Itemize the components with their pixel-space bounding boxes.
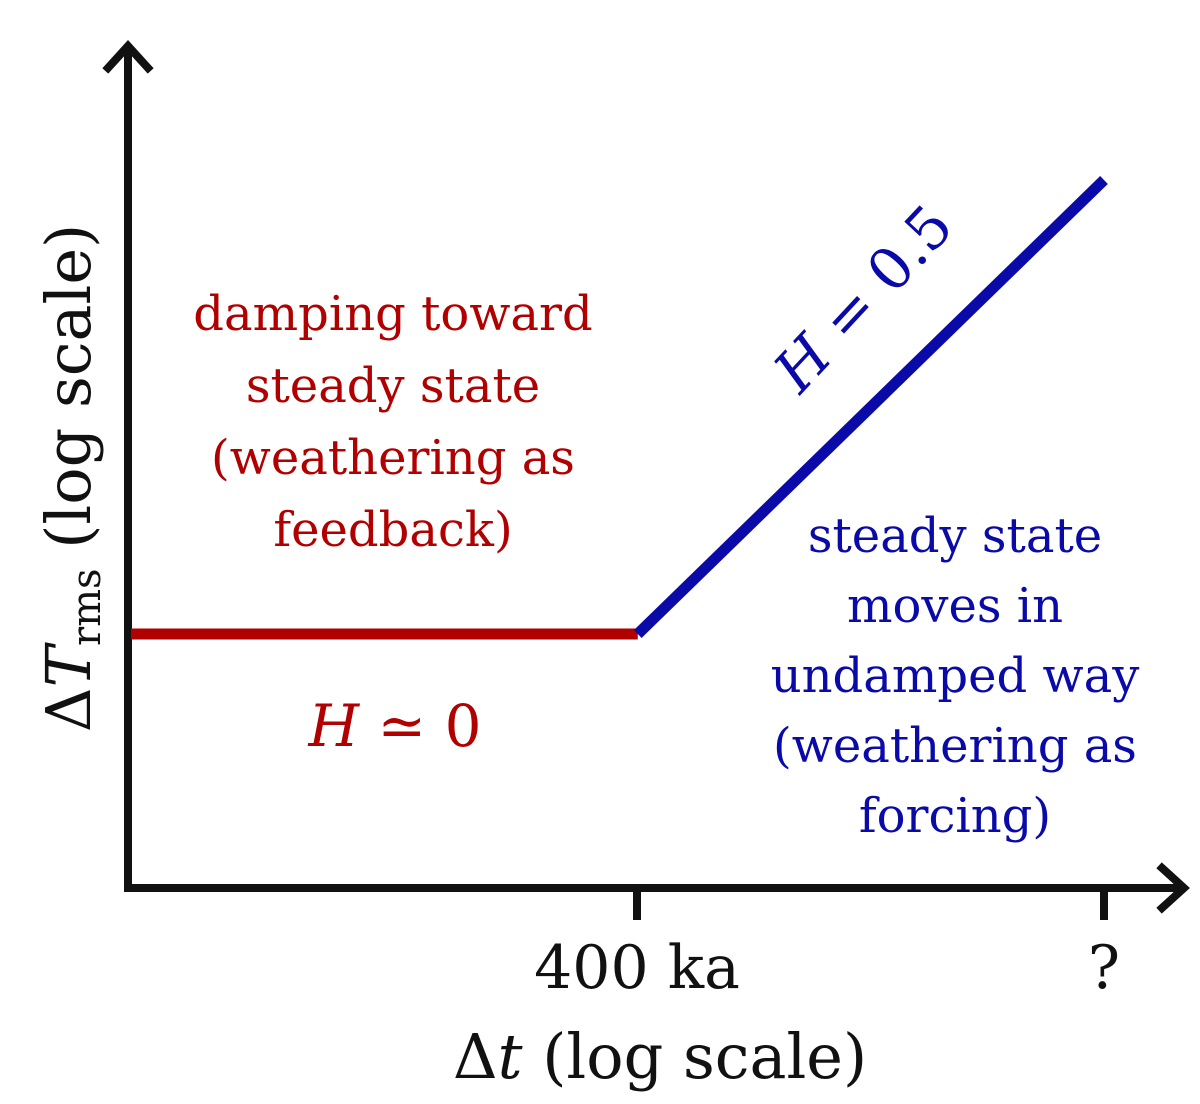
x-tick-label-400ka: 400 ka xyxy=(534,933,740,1003)
series-red-label-var: H xyxy=(308,692,361,760)
series-layer xyxy=(131,176,1108,640)
annotation-blue-line-4: (weathering as xyxy=(773,718,1137,774)
y-axis-label-var: T xyxy=(32,641,105,687)
axes xyxy=(102,40,1190,914)
annotation-red-line-3: (weathering as xyxy=(211,430,575,486)
x-axis-label-delta: Δ xyxy=(453,1020,498,1093)
y-axis-label: ΔTrms (log scale) xyxy=(32,224,110,732)
annotation-blue-line-5: forcing) xyxy=(859,788,1051,844)
annotation-red: damping toward steady state (weathering … xyxy=(193,286,592,558)
x-tick-label-unknown: ? xyxy=(1088,933,1120,1003)
x-axis-label-suffix: (log scale) xyxy=(523,1020,868,1093)
y-axis-label-delta: Δ xyxy=(32,687,105,732)
series-red-label-rel: ≃ 0 xyxy=(359,692,481,760)
x-axis-label-var: t xyxy=(498,1020,523,1093)
series-blue-line xyxy=(633,176,1108,638)
series-blue-label: H = 0.5 xyxy=(760,192,966,406)
annotation-red-line-2: steady state xyxy=(246,358,540,414)
x-axis-label: Δt (log scale) xyxy=(453,1020,867,1093)
annotation-red-line-4: feedback) xyxy=(273,502,512,558)
annotation-blue: steady state moves in undamped way (weat… xyxy=(771,508,1140,844)
y-axis-arrow-icon xyxy=(102,40,154,74)
annotation-blue-line-1: steady state xyxy=(808,508,1102,564)
y-axis-label-suffix: (log scale) xyxy=(32,224,105,569)
annotation-red-line-1: damping toward xyxy=(193,286,592,342)
y-axis-label-sub: rms xyxy=(64,568,110,646)
x-axis-arrow-icon xyxy=(1156,862,1190,914)
annotation-blue-line-3: undamped way xyxy=(771,648,1140,704)
series-red-label: H ≃ 0 xyxy=(308,692,482,760)
annotation-blue-line-2: moves in xyxy=(847,578,1063,634)
